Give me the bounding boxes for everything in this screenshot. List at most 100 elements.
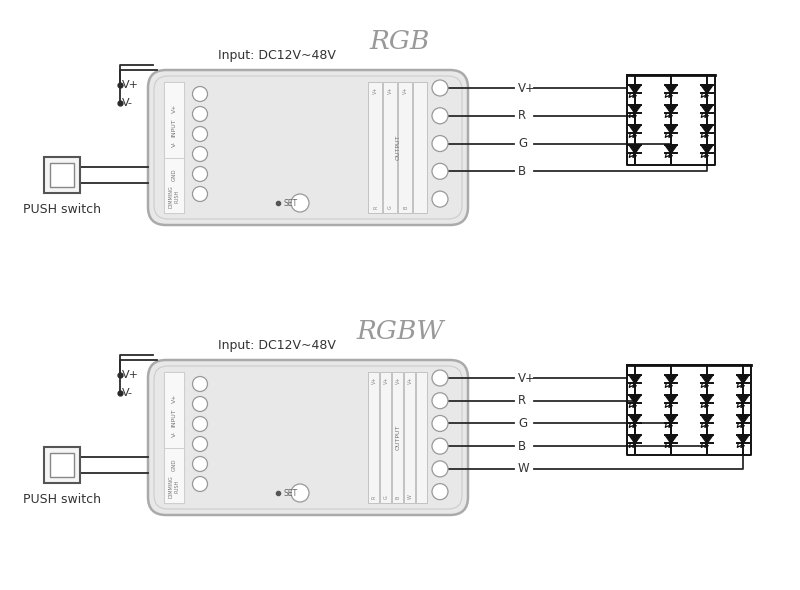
Bar xyxy=(413,82,427,213)
Circle shape xyxy=(432,370,448,386)
Circle shape xyxy=(432,136,448,152)
Circle shape xyxy=(432,191,448,207)
Text: V+: V+ xyxy=(171,394,177,404)
Text: GND: GND xyxy=(171,168,177,181)
Circle shape xyxy=(193,166,207,182)
Polygon shape xyxy=(629,435,641,444)
Bar xyxy=(404,372,415,503)
Circle shape xyxy=(193,457,207,471)
Polygon shape xyxy=(701,435,713,444)
Bar xyxy=(416,372,427,503)
Circle shape xyxy=(193,437,207,451)
Polygon shape xyxy=(701,105,713,113)
FancyBboxPatch shape xyxy=(148,360,468,515)
Text: V+: V+ xyxy=(395,376,401,384)
Text: OUTPUT: OUTPUT xyxy=(395,425,401,450)
Bar xyxy=(164,82,184,213)
Text: V+: V+ xyxy=(388,86,393,94)
Polygon shape xyxy=(629,395,641,404)
Circle shape xyxy=(291,484,309,502)
Text: R: R xyxy=(373,205,378,209)
Text: SET: SET xyxy=(283,489,297,497)
Text: DIMMING
PUSH: DIMMING PUSH xyxy=(169,185,179,208)
Text: INPUT: INPUT xyxy=(171,408,177,427)
Bar xyxy=(392,372,403,503)
Text: V+: V+ xyxy=(518,81,536,94)
Polygon shape xyxy=(701,415,713,424)
Polygon shape xyxy=(665,145,677,153)
Text: G: G xyxy=(383,495,389,499)
Circle shape xyxy=(193,146,207,162)
Text: DIMMING
PUSH: DIMMING PUSH xyxy=(169,475,179,498)
Text: V+: V+ xyxy=(171,104,177,113)
Text: R: R xyxy=(371,496,377,499)
Bar xyxy=(44,447,80,483)
Circle shape xyxy=(432,393,448,409)
Text: PUSH switch: PUSH switch xyxy=(23,204,101,217)
Circle shape xyxy=(193,87,207,101)
Circle shape xyxy=(432,415,448,431)
Circle shape xyxy=(432,461,448,477)
Bar xyxy=(164,448,184,503)
Text: W: W xyxy=(518,463,530,476)
Polygon shape xyxy=(665,105,677,113)
Circle shape xyxy=(432,108,448,124)
Polygon shape xyxy=(737,435,749,444)
Polygon shape xyxy=(629,375,641,384)
FancyBboxPatch shape xyxy=(148,70,468,225)
Text: V-: V- xyxy=(122,388,133,398)
Polygon shape xyxy=(665,415,677,424)
Circle shape xyxy=(193,186,207,202)
Text: RGB: RGB xyxy=(370,29,430,54)
Text: B: B xyxy=(403,205,408,209)
Text: OUTPUT: OUTPUT xyxy=(395,135,401,160)
Text: G: G xyxy=(388,205,393,209)
Polygon shape xyxy=(665,395,677,404)
Circle shape xyxy=(432,438,448,454)
Bar xyxy=(164,372,184,448)
Text: V-: V- xyxy=(171,431,177,437)
Text: V+: V+ xyxy=(383,376,389,384)
Circle shape xyxy=(193,477,207,491)
Circle shape xyxy=(432,484,448,500)
Text: W: W xyxy=(407,494,413,500)
Polygon shape xyxy=(629,145,641,153)
Text: B: B xyxy=(518,440,526,453)
Text: GND: GND xyxy=(171,458,177,471)
Text: B: B xyxy=(395,496,401,499)
Circle shape xyxy=(193,107,207,122)
Bar xyxy=(44,158,80,194)
Polygon shape xyxy=(665,435,677,444)
Circle shape xyxy=(193,376,207,392)
Bar xyxy=(368,372,379,503)
Circle shape xyxy=(193,396,207,411)
Bar xyxy=(164,158,184,213)
Polygon shape xyxy=(629,85,641,93)
Text: V+: V+ xyxy=(407,376,413,384)
Polygon shape xyxy=(665,85,677,93)
Bar xyxy=(50,163,74,188)
Text: R: R xyxy=(518,394,526,407)
Text: V-: V- xyxy=(171,141,177,148)
Text: Input: DC12V~48V: Input: DC12V~48V xyxy=(218,49,336,62)
Bar xyxy=(50,453,74,477)
Polygon shape xyxy=(701,145,713,153)
Circle shape xyxy=(432,163,448,179)
Text: B: B xyxy=(518,165,526,178)
Text: Input: DC12V~48V: Input: DC12V~48V xyxy=(218,339,336,352)
Polygon shape xyxy=(629,125,641,133)
Polygon shape xyxy=(701,375,713,384)
Polygon shape xyxy=(737,395,749,404)
Text: V+: V+ xyxy=(373,86,378,94)
Bar xyxy=(380,372,391,503)
Text: PUSH switch: PUSH switch xyxy=(23,493,101,506)
Polygon shape xyxy=(629,105,641,113)
Text: G: G xyxy=(518,137,527,150)
Text: V-: V- xyxy=(122,98,133,108)
Text: SET: SET xyxy=(283,198,297,208)
Text: RGBW: RGBW xyxy=(356,319,444,344)
Circle shape xyxy=(291,194,309,212)
Polygon shape xyxy=(701,85,713,93)
Bar xyxy=(398,82,412,213)
Bar xyxy=(164,372,184,503)
